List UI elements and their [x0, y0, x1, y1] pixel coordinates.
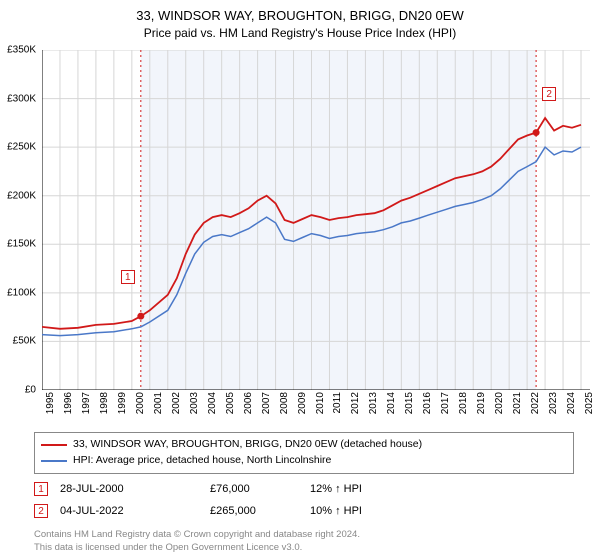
- x-tick-label: 2019: [476, 392, 487, 414]
- x-tick-label: 1996: [63, 392, 74, 414]
- x-tick-label: 2003: [189, 392, 200, 414]
- y-tick-label: £50K: [0, 336, 36, 347]
- x-tick-label: 2017: [440, 392, 451, 414]
- x-tick-label: 1998: [99, 392, 110, 414]
- y-tick-label: £150K: [0, 239, 36, 250]
- legend-item-property: 33, WINDSOR WAY, BROUGHTON, BRIGG, DN20 …: [41, 437, 567, 453]
- x-tick-label: 2025: [584, 392, 595, 414]
- x-tick-label: 2006: [243, 392, 254, 414]
- y-tick-label: £350K: [0, 45, 36, 56]
- x-tick-label: 2022: [530, 392, 541, 414]
- x-tick-label: 2009: [297, 392, 308, 414]
- x-tick-label: 2005: [225, 392, 236, 414]
- chart-marker-1: 1: [121, 270, 135, 284]
- x-tick-label: 1995: [45, 392, 56, 414]
- footer-line2: This data is licensed under the Open Gov…: [34, 542, 360, 554]
- x-tick-label: 2016: [422, 392, 433, 414]
- chart-container: 33, WINDSOR WAY, BROUGHTON, BRIGG, DN20 …: [0, 0, 600, 560]
- sale-date-2: 04-JUL-2022: [48, 505, 210, 517]
- sale-hpi-1: 12% ↑ HPI: [310, 483, 410, 495]
- x-tick-label: 2023: [548, 392, 559, 414]
- x-tick-label: 2014: [386, 392, 397, 414]
- legend-swatch-red: [41, 444, 67, 446]
- sale-date-1: 28-JUL-2000: [48, 483, 210, 495]
- footer-text: Contains HM Land Registry data © Crown c…: [34, 529, 360, 554]
- x-tick-label: 2011: [332, 392, 343, 414]
- x-tick-label: 2004: [207, 392, 218, 414]
- sale-marker-1: 1: [34, 482, 48, 496]
- legend-box: 33, WINDSOR WAY, BROUGHTON, BRIGG, DN20 …: [34, 432, 574, 474]
- sale-hpi-2: 10% ↑ HPI: [310, 505, 410, 517]
- x-tick-label: 2015: [404, 392, 415, 414]
- x-tick-label: 2020: [494, 392, 505, 414]
- x-tick-label: 1997: [81, 392, 92, 414]
- y-tick-label: £250K: [0, 142, 36, 153]
- footer-line1: Contains HM Land Registry data © Crown c…: [34, 529, 360, 541]
- x-tick-label: 2018: [458, 392, 469, 414]
- x-tick-label: 1999: [117, 392, 128, 414]
- sale-row-1: 1 28-JUL-2000 £76,000 12% ↑ HPI: [34, 482, 574, 496]
- y-tick-label: £0: [0, 385, 36, 396]
- x-tick-label: 2007: [261, 392, 272, 414]
- sale-marker-2: 2: [34, 504, 48, 518]
- legend-label-property: 33, WINDSOR WAY, BROUGHTON, BRIGG, DN20 …: [73, 437, 422, 453]
- legend-label-hpi: HPI: Average price, detached house, Nort…: [73, 453, 331, 469]
- x-tick-label: 2021: [512, 392, 523, 414]
- y-tick-label: £200K: [0, 190, 36, 201]
- sale-price-2: £265,000: [210, 505, 310, 517]
- y-tick-label: £100K: [0, 287, 36, 298]
- chart-marker-2: 2: [542, 87, 556, 101]
- x-tick-label: 2012: [350, 392, 361, 414]
- legend-swatch-blue: [41, 460, 67, 462]
- y-tick-label: £300K: [0, 93, 36, 104]
- legend-item-hpi: HPI: Average price, detached house, Nort…: [41, 453, 567, 469]
- x-tick-label: 2001: [153, 392, 164, 414]
- legend-section: 33, WINDSOR WAY, BROUGHTON, BRIGG, DN20 …: [34, 432, 574, 518]
- sale-row-2: 2 04-JUL-2022 £265,000 10% ↑ HPI: [34, 504, 574, 518]
- x-tick-label: 2024: [566, 392, 577, 414]
- x-tick-label: 2008: [279, 392, 290, 414]
- chart-title: 33, WINDSOR WAY, BROUGHTON, BRIGG, DN20 …: [0, 0, 600, 25]
- x-tick-label: 2013: [368, 392, 379, 414]
- chart-subtitle: Price paid vs. HM Land Registry's House …: [0, 25, 600, 40]
- plot-svg: [42, 50, 590, 390]
- chart-area: £0£50K£100K£150K£200K£250K£300K£350K 199…: [42, 50, 590, 390]
- x-tick-label: 2010: [315, 392, 326, 414]
- x-tick-label: 2002: [171, 392, 182, 414]
- x-tick-label: 2000: [135, 392, 146, 414]
- sale-price-1: £76,000: [210, 483, 310, 495]
